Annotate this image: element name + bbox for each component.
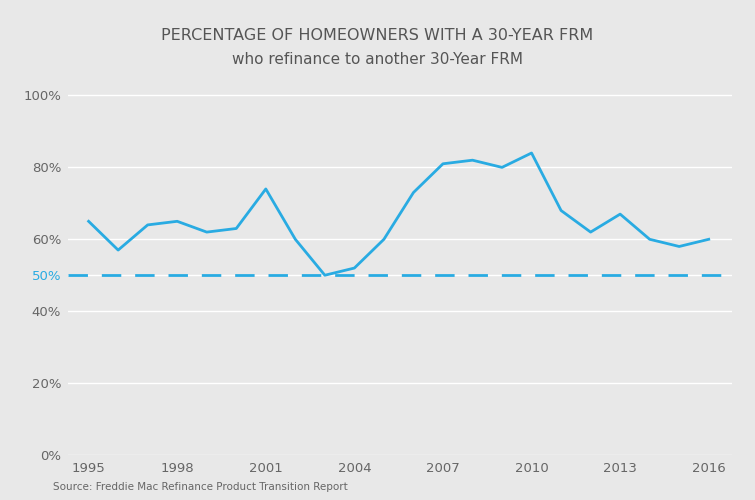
- Text: Source: Freddie Mac Refinance Product Transition Report: Source: Freddie Mac Refinance Product Tr…: [53, 482, 347, 492]
- Text: who refinance to another 30-Year FRM: who refinance to another 30-Year FRM: [232, 52, 523, 68]
- Text: PERCENTAGE OF HOMEOWNERS WITH A 30-YEAR FRM: PERCENTAGE OF HOMEOWNERS WITH A 30-YEAR …: [162, 28, 593, 42]
